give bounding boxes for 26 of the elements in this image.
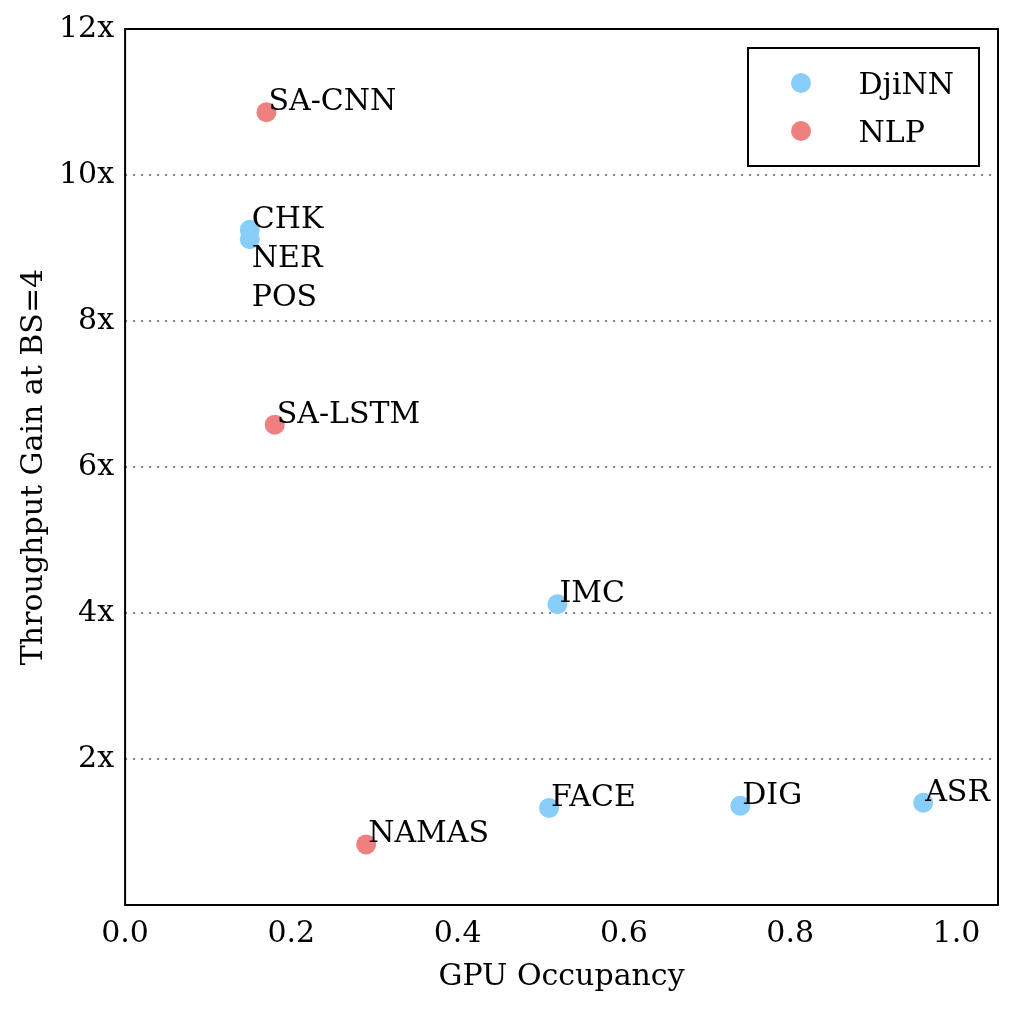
x-tick-label: 0.0: [101, 913, 149, 949]
x-axis-title: GPU Occupancy: [438, 956, 685, 992]
annotation: POS: [251, 277, 318, 313]
x-tick-label: 1.0: [932, 913, 981, 949]
x-tick-label: 0.4: [433, 913, 482, 949]
y-tick-label: 10x: [59, 154, 115, 190]
y-axis-title: Throughput Gain at BS=4: [13, 268, 49, 666]
x-tick-label: 0.8: [766, 913, 815, 949]
x-tick-label: 0.6: [600, 913, 648, 949]
y-tick-label: 4x: [78, 592, 115, 628]
annotation: SA-CNN: [268, 82, 397, 118]
annotation: IMC: [559, 574, 625, 610]
annotation: CHK: [251, 199, 324, 235]
y-tick-label: 6x: [78, 446, 115, 482]
annotation: NAMAS: [368, 814, 490, 850]
x-tick-label: 0.2: [267, 913, 316, 949]
annotation: SA-LSTM: [276, 394, 421, 430]
y-tick-label: 2x: [78, 738, 115, 774]
y-tick-label: 8x: [78, 300, 115, 336]
annotation: ASR: [924, 772, 992, 808]
y-tick-label: 12x: [59, 8, 115, 44]
legend-label: NLP: [858, 113, 925, 149]
legend-label: DjiNN: [858, 65, 954, 101]
annotation: NER: [251, 238, 324, 274]
annotation: FACE: [551, 777, 636, 813]
annotation: DIG: [742, 775, 803, 811]
